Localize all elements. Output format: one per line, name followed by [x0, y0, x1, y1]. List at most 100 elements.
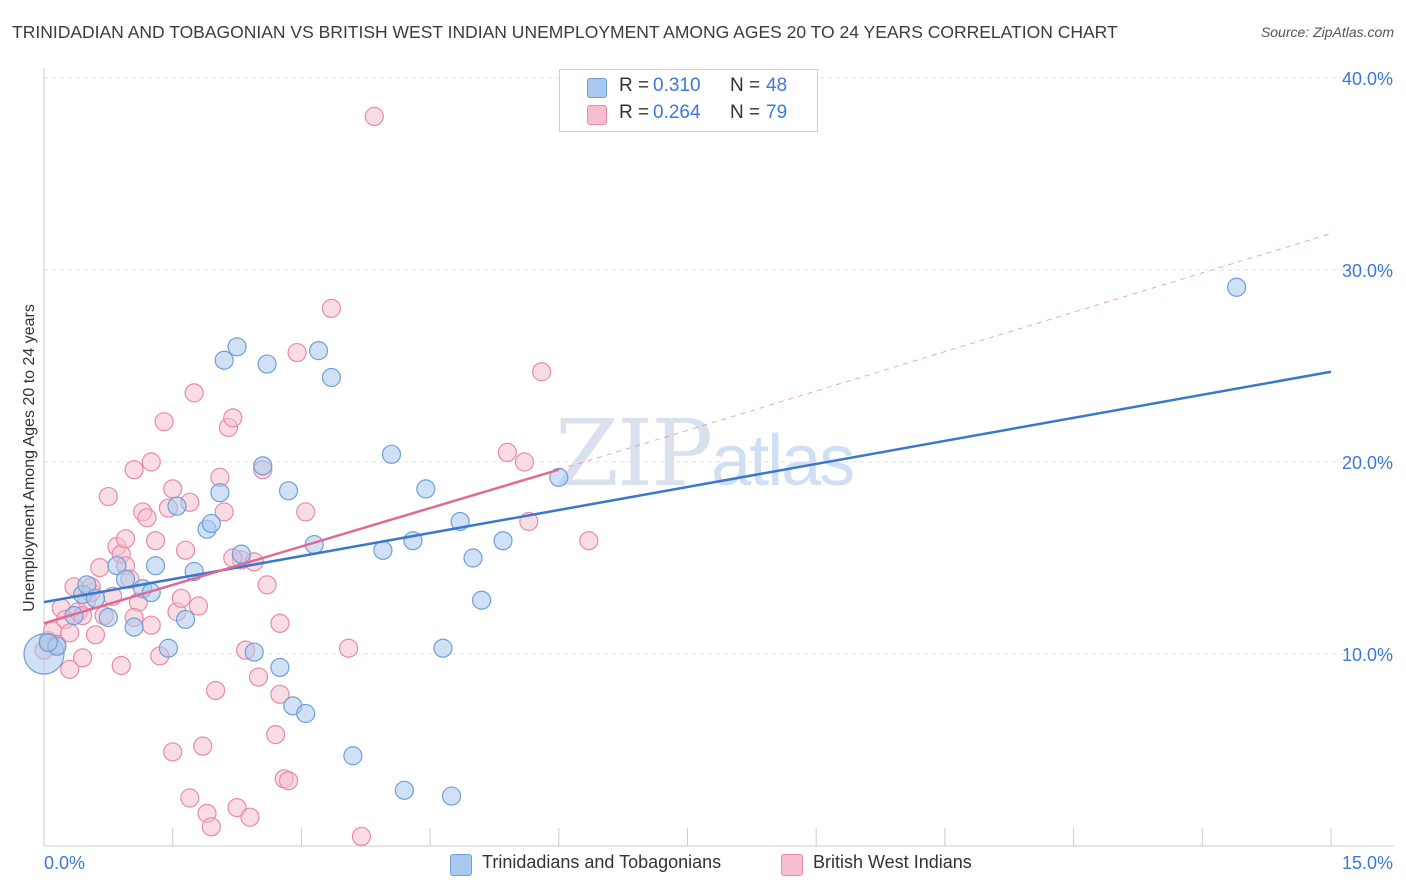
british-west-indian-point	[321, 298, 342, 318]
british-west-indian-point	[201, 817, 221, 837]
trinidadian-point	[201, 513, 221, 534]
british-west-indian-point	[137, 508, 157, 528]
watermark-zip: ZIP	[555, 400, 713, 507]
bottom-legend-swatch-trinidadian	[450, 854, 472, 876]
british-west-indian-point	[124, 460, 144, 480]
british-west-indian-point	[257, 575, 277, 595]
british-west-indian-point	[163, 479, 183, 499]
trinidadian-point	[296, 703, 316, 724]
british-west-indian-point	[223, 408, 243, 428]
legend-r-label: R =	[619, 75, 650, 96]
trinidadian-point	[124, 617, 144, 637]
trinidadian-point	[227, 337, 247, 357]
trinidadian-point	[1227, 277, 1247, 297]
trinidadian-point	[381, 444, 402, 464]
trinidadian-point	[158, 638, 179, 658]
y-tick-label: 20.0%	[1342, 453, 1393, 473]
british-west-indian-point	[175, 540, 196, 560]
british-west-indian-point	[240, 807, 260, 827]
british-west-indian-point	[270, 684, 290, 704]
trinidadian-point	[231, 544, 251, 564]
british-west-indian-point	[278, 771, 299, 791]
trinidadian-point	[463, 548, 483, 568]
british-west-indian-point	[193, 736, 213, 756]
british-west-indian-point	[214, 502, 234, 522]
legend-r-value: 0.310	[653, 75, 701, 96]
british-west-indian-point	[85, 625, 106, 645]
british-west-indian-point	[266, 725, 286, 745]
legend-n-value: 48	[766, 75, 788, 96]
british-west-indian-trend-extension	[558, 233, 1332, 471]
trinidadian-point	[394, 780, 414, 800]
bottom-legend-label-british-west-indian: British West Indians	[813, 852, 972, 872]
british-west-indian-point	[514, 452, 535, 472]
trinidadian-point	[210, 483, 230, 503]
bottom-legend-swatch-british-west-indian	[781, 854, 803, 876]
trinidadian-point	[416, 479, 436, 499]
chart-title: TRINIDADIAN AND TOBAGONIAN VS BRITISH WE…	[12, 22, 1118, 42]
trinidadian-point	[244, 642, 264, 662]
british-west-indian-point	[579, 531, 599, 551]
trinidadian-point	[308, 341, 329, 361]
british-west-indian-point	[248, 667, 269, 687]
british-west-indian-point	[171, 588, 191, 608]
british-west-indian-point	[497, 442, 517, 462]
british-west-indian-point	[180, 788, 200, 808]
british-west-indian-point	[351, 826, 372, 847]
x-tick-label: 15.0%	[1342, 853, 1393, 873]
british-west-indian-point	[98, 486, 118, 507]
trinidadian-point	[471, 590, 492, 610]
source-label: Source: ZipAtlas.com	[1260, 24, 1394, 40]
british-west-indian-point	[163, 742, 183, 762]
british-west-indian-point	[141, 452, 161, 472]
y-tick-label: 30.0%	[1342, 261, 1393, 281]
british-west-indian-point	[111, 655, 131, 676]
british-west-indian-point	[90, 557, 110, 578]
british-west-indian-point	[154, 412, 174, 432]
trinidadian-point	[98, 607, 118, 628]
trinidadian-point	[253, 456, 273, 476]
trinidadian-point	[257, 354, 277, 374]
trinidadian-point	[167, 496, 187, 516]
trinidadian-point	[493, 531, 513, 551]
british-west-indian-point	[296, 502, 316, 522]
trinidadian-point	[107, 556, 127, 576]
stats-legend: R = 0.310 N = 48 R = 0.264 N = 79	[559, 69, 818, 132]
british-west-indian-point	[287, 342, 307, 363]
bottom-legend-label-trinidadian: Trinidadians and Tobagonians	[482, 852, 722, 872]
legend-n-label: N =	[730, 75, 761, 96]
legend-swatch-trinidadian	[587, 78, 607, 98]
trinidadian-trend-line	[43, 370, 1332, 604]
british-west-indian-trend-line	[43, 468, 560, 625]
legend-n-label: N =	[730, 102, 761, 123]
legend-r-label: R =	[619, 102, 650, 123]
trinidadian-point	[433, 638, 453, 658]
british-west-indian-point	[145, 531, 166, 551]
british-west-indian-point	[532, 362, 552, 382]
british-west-indian-point	[227, 797, 247, 818]
british-west-indian-point	[206, 680, 226, 701]
trinidadian-point	[145, 556, 166, 576]
british-west-indian-point	[60, 623, 80, 643]
trinidadian-point	[321, 367, 342, 388]
trinidadian-point	[175, 609, 196, 630]
trinidadian-point	[214, 350, 234, 370]
british-west-indian-point	[338, 638, 359, 658]
y-tick-label: 10.0%	[1342, 645, 1393, 665]
trinidadian-point	[373, 540, 393, 560]
trinidadian-point	[343, 746, 363, 766]
legend-n-value: 79	[766, 102, 788, 123]
x-tick-label: 0.0%	[44, 853, 85, 873]
trinidadian-point	[549, 467, 569, 487]
british-west-indian-point	[364, 106, 384, 127]
british-west-indian-point	[115, 529, 136, 549]
legend-swatch-british-west-indian	[587, 105, 607, 125]
british-west-indian-point	[188, 596, 209, 616]
british-west-indian-point	[60, 659, 80, 679]
british-west-indian-point	[73, 648, 93, 668]
british-west-indian-point	[141, 615, 161, 635]
trinidadian-point	[38, 632, 58, 653]
trinidadian-point	[278, 481, 299, 501]
british-west-indian-point	[184, 383, 204, 403]
